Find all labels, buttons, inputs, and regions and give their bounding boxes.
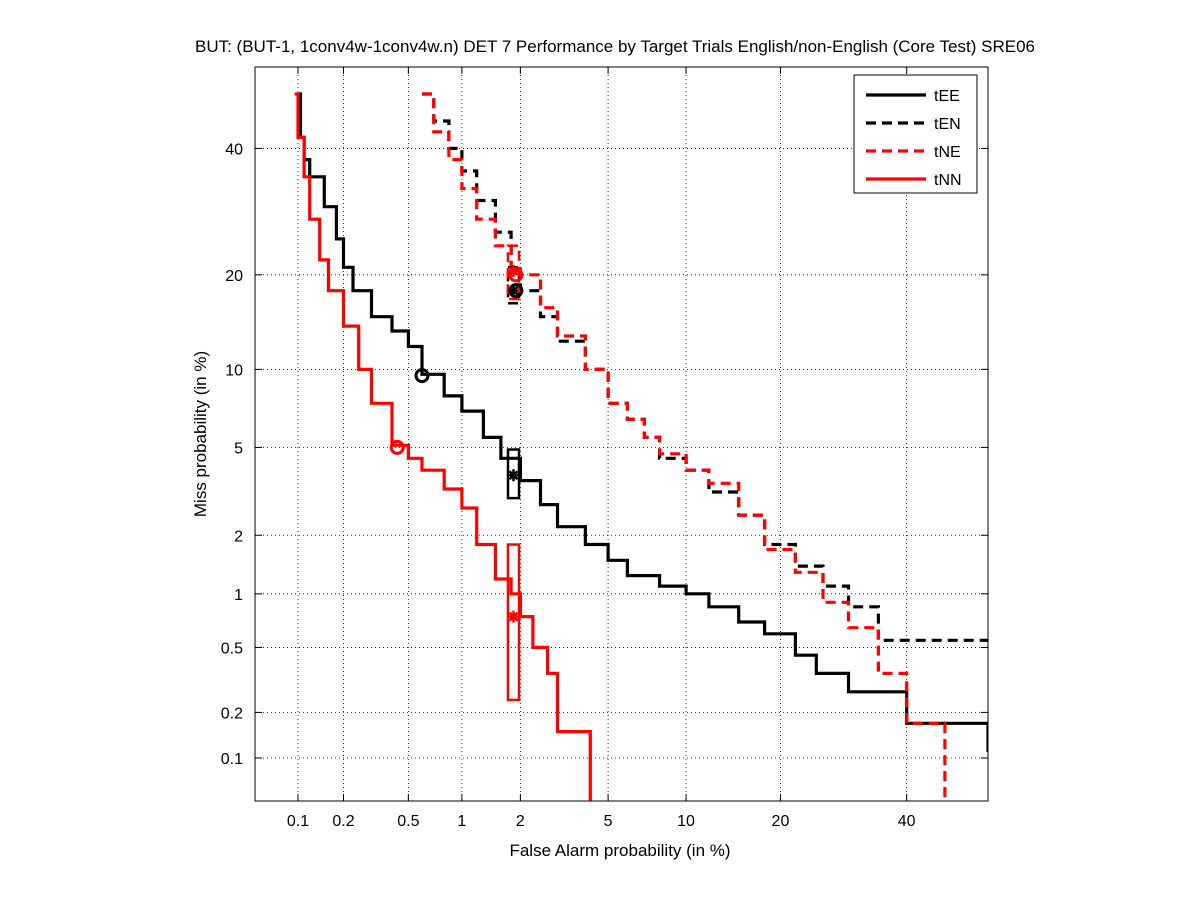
x-tick-label: 0.5 (397, 813, 419, 830)
x-tick-label: 40 (898, 813, 916, 830)
series-tee-line (298, 92, 988, 752)
legend: tEE tEN tNE tNN (853, 74, 978, 194)
y-ticks: 0.1 0.2 0.5 1 2 5 10 20 40 (221, 141, 988, 768)
x-axis-label: False Alarm probability (in %) (509, 841, 730, 860)
act-dcf-point-tne (507, 265, 520, 278)
y-tick-label: 20 (225, 268, 243, 285)
series-tne-line (422, 92, 947, 801)
y-tick-label: 2 (234, 528, 243, 545)
act-dcf-point-tee (507, 469, 520, 482)
act-dcf-box-tnn (506, 543, 521, 702)
x-tick-label: 0.2 (332, 813, 354, 830)
y-tick-label: 0.1 (221, 751, 243, 768)
min-dcf-point-ten (508, 283, 524, 299)
legend-label-tee: tEE (934, 88, 960, 105)
x-tick-label: 2 (516, 813, 525, 830)
min-dcf-point-tee (414, 368, 430, 384)
act-dcf-point-ten (507, 284, 520, 297)
y-tick-label: 1 (234, 587, 243, 604)
min-dcf-point-tnn (389, 439, 405, 455)
series-tnn-line (294, 92, 592, 801)
legend-label-tne: tNE (934, 144, 961, 161)
x-tick-label: 5 (604, 813, 613, 830)
act-dcf-box-tee (506, 448, 521, 500)
x-ticks: 0.1 0.2 0.5 1 2 5 10 20 40 (287, 67, 916, 830)
dcf-markers (389, 244, 524, 702)
y-tick-label: 0.5 (221, 640, 243, 657)
y-tick-label: 0.2 (221, 705, 243, 722)
chart-title: BUT: (BUT-1, 1conv4w-1conv4w.n) DET 7 Pe… (195, 37, 1035, 56)
legend-label-tnn: tNN (934, 172, 962, 189)
y-tick-label: 10 (225, 362, 243, 379)
act-dcf-box-tne (506, 244, 521, 301)
y-axis-label: Miss probability (in %) (191, 351, 210, 517)
series-layer (294, 92, 988, 801)
legend-label-ten: tEN (934, 116, 961, 133)
x-tick-label: 1 (457, 813, 466, 830)
x-tick-label: 20 (772, 813, 790, 830)
plot-frame (254, 66, 989, 802)
x-tick-label: 10 (677, 813, 695, 830)
act-dcf-point-tnn (507, 610, 520, 623)
y-tick-label: 5 (234, 440, 243, 457)
x-tick-label: 0.1 (287, 813, 309, 830)
y-tick-label: 40 (225, 141, 243, 158)
min-dcf-point-tne (508, 267, 524, 283)
